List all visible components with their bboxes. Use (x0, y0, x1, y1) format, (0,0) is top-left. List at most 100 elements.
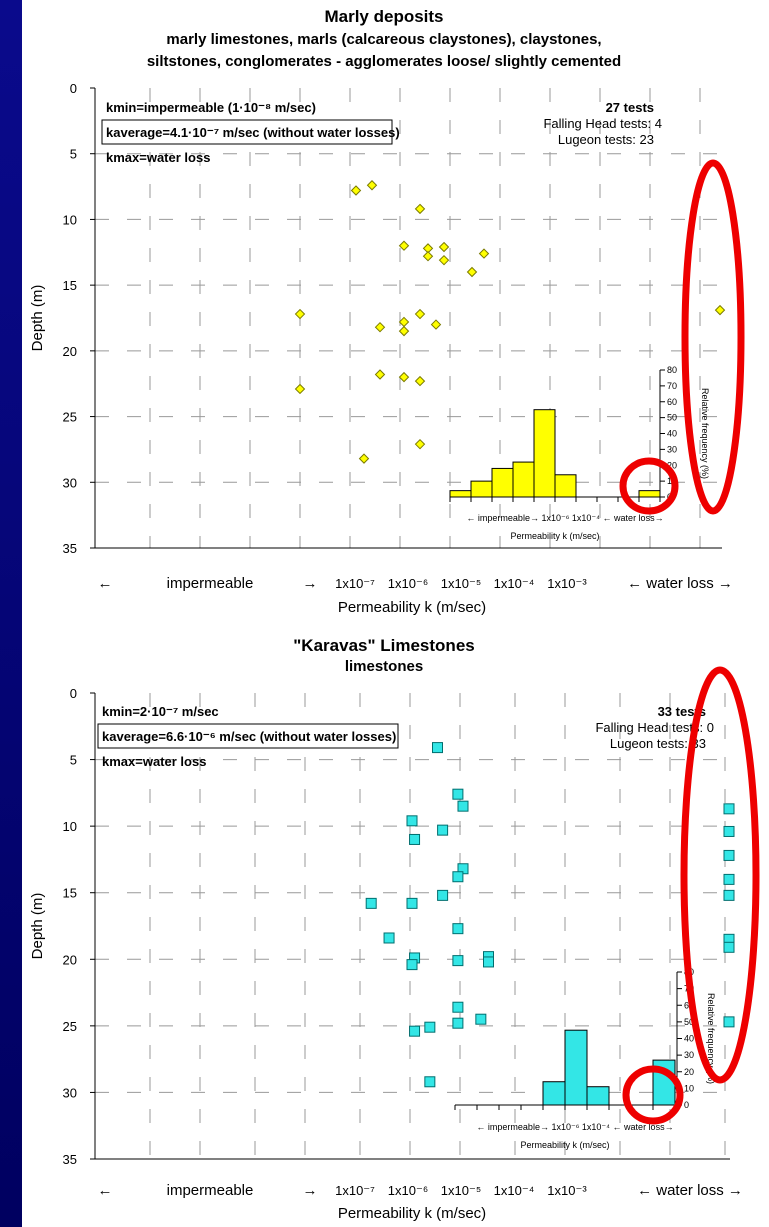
y-tick-label: 15 (63, 278, 77, 293)
water-loss-point (714, 304, 726, 316)
y-tick-label: 25 (63, 1019, 77, 1034)
y-tick-label: 30 (63, 1085, 77, 1100)
inset-y-tick-label: 50 (667, 413, 677, 423)
lugeon-count: Lugeon tests: 33 (610, 736, 706, 751)
lugeon-count: Lugeon tests: 23 (558, 132, 654, 147)
data-point (438, 241, 450, 253)
data-point (483, 956, 494, 968)
y-axis-label: Depth (m) (29, 285, 46, 352)
inset-y-tick-label: 80 (667, 365, 677, 375)
data-point (424, 1021, 436, 1033)
inset-axis-text: ← impermeable→ 1x10⁻⁶ 1x10⁻⁴ ← water los… (476, 1122, 673, 1132)
inset-y-tick-label: 40 (667, 429, 677, 439)
data-point (406, 959, 418, 971)
data-point (457, 800, 469, 812)
data-point (414, 203, 426, 215)
x-tick-label: 1x10⁻⁶ (388, 576, 428, 591)
water-loss-point (723, 873, 735, 885)
inset-y-tick-label: 40 (684, 1034, 694, 1044)
chart-subtitle: limestones (345, 658, 423, 675)
data-point (358, 453, 370, 464)
histogram-bar (533, 409, 556, 498)
k-max-label: kmax=water loss (102, 754, 206, 769)
k-min-label: kmin=2·10⁻⁷ m/sec (102, 704, 219, 719)
data-point (466, 266, 478, 278)
x-tick-label: 1x10⁻³ (547, 1183, 587, 1198)
inset-y-tick-label: 70 (667, 381, 677, 391)
data-point (294, 383, 306, 395)
histogram-bar (449, 490, 472, 498)
grid (95, 693, 730, 1159)
chart-title: "Karavas" Limestones (293, 636, 474, 655)
water-loss-highlight-ellipse (680, 666, 760, 1084)
water-loss-point (723, 803, 735, 815)
data-point (478, 248, 490, 259)
data-point (424, 1076, 436, 1088)
k-min-label: kmin=impermeable (1·10⁻⁸ m/sec) (106, 100, 316, 115)
x-tick-label: 1x10⁻⁷ (335, 1183, 375, 1198)
water-loss-point (723, 825, 735, 837)
x-label-mid-arrow: → (303, 1182, 318, 1199)
k-average-label: kaverage=6.6·10⁻⁶ m/sec (without water l… (102, 729, 396, 744)
y-tick-label: 20 (63, 952, 77, 967)
y-tick-label: 15 (63, 886, 77, 901)
k-average-box (101, 119, 393, 145)
x-tick-label: 1x10⁻⁵ (441, 1183, 481, 1198)
x-label-water-loss: ← water loss → (637, 1182, 743, 1199)
slide-border (0, 0, 22, 1227)
data-point (430, 319, 442, 330)
inset-y-tick-label: 20 (667, 460, 677, 470)
k-max-label: kmax=water loss (106, 150, 210, 165)
water-loss-highlight-ellipse (681, 159, 745, 515)
x-tick-label: 1x10⁻⁶ (388, 1183, 428, 1198)
water-loss-highlight-circle (619, 457, 679, 515)
data-point (374, 321, 386, 333)
histogram-bar (586, 1086, 610, 1106)
data-point (383, 932, 395, 944)
data-point (398, 325, 410, 337)
data-point (452, 871, 464, 883)
histogram-bar (470, 480, 493, 498)
grid (95, 88, 722, 548)
data-point (452, 955, 464, 967)
water-loss-highlight-circle (622, 1065, 684, 1125)
data-point (406, 815, 418, 827)
inset-y-tick-label: 30 (667, 444, 677, 454)
data-point (452, 1001, 464, 1013)
data-point (475, 1013, 487, 1025)
histogram-bar (491, 467, 514, 498)
data-point (398, 371, 410, 383)
inset-y-tick-label: 10 (684, 1083, 694, 1093)
chart-subtitle: siltstones, conglomerates - agglomerates… (147, 53, 621, 70)
water-loss-point (723, 941, 735, 953)
falling-head-count: Falling Head tests: 4 (543, 116, 662, 131)
inset-y-tick-label: 30 (684, 1050, 694, 1060)
data-point (414, 308, 426, 320)
tests-count: 27 tests (606, 100, 654, 115)
data-point (366, 180, 378, 191)
x-tick-label: 1x10⁻⁴ (494, 1183, 535, 1198)
inset-y-tick-label: 0 (684, 1100, 689, 1110)
x-label-mid-arrow: → (303, 575, 318, 592)
y-tick-label: 10 (63, 212, 77, 227)
data-point (414, 438, 426, 450)
x-axis-label: Permeability k (m/sec) (338, 599, 486, 616)
data-point (414, 375, 426, 387)
k-average-label: kaverage=4.1·10⁻⁷ m/sec (without water l… (106, 125, 400, 140)
data-point (437, 824, 449, 836)
data-point (398, 316, 410, 328)
y-tick-label: 20 (63, 344, 77, 359)
chart-title: Marly deposits (324, 7, 443, 26)
data-point (350, 185, 362, 196)
data-point (365, 897, 377, 909)
histogram-bar (554, 474, 577, 498)
y-tick-label: 25 (63, 410, 77, 425)
water-loss-point (723, 889, 735, 901)
y-tick-label: 30 (63, 475, 77, 490)
y-tick-label: 5 (70, 753, 77, 768)
data-point (398, 240, 410, 251)
chart-2: "Karavas" Limestones limestones 0 5 10 15 20 25… (29, 636, 760, 1222)
x-tick-label: 1x10⁻⁴ (494, 576, 535, 591)
inset-axis-text: ← impermeable→ 1x10⁻⁶ 1x10⁻⁴ ← water los… (466, 513, 663, 523)
